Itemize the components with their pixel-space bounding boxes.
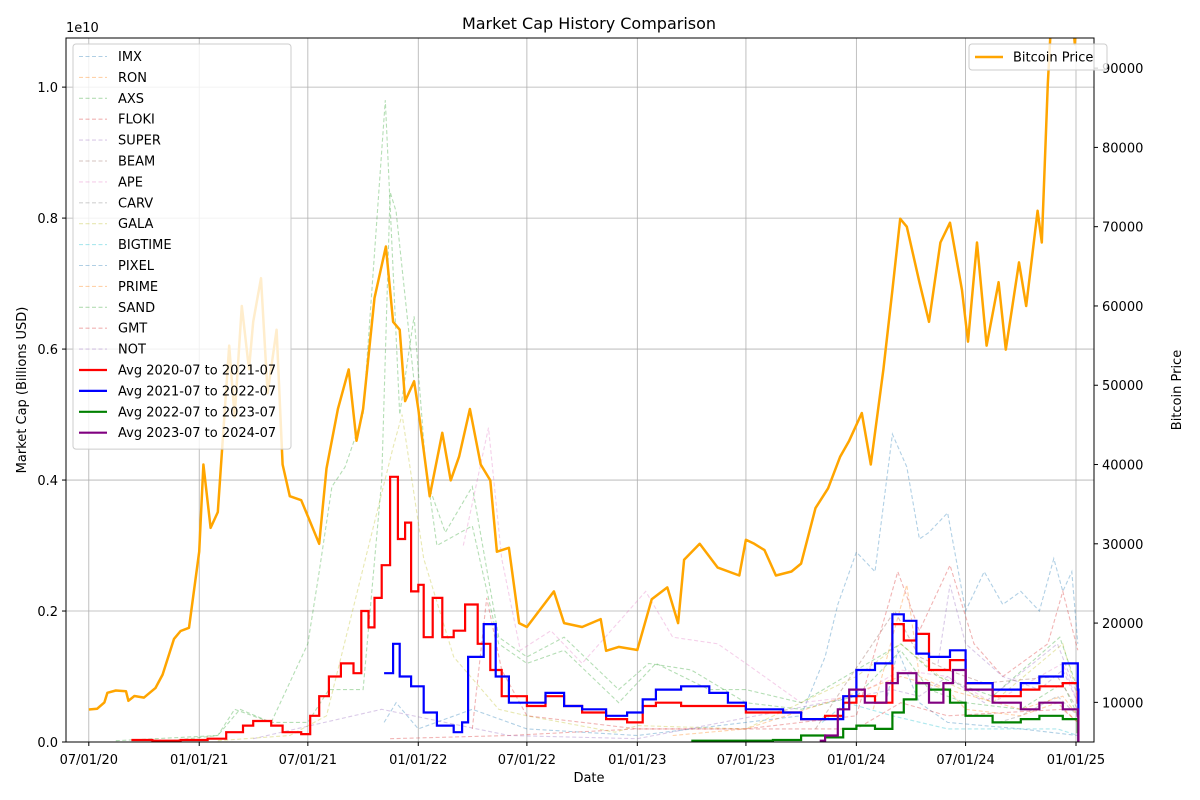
legend-item-axs: AXS <box>79 92 144 107</box>
series-line-bitcoin-price <box>88 38 1077 711</box>
legend-item-avg-2020-07-to-2021-07: Avg 2020-07 to 2021-07 <box>79 364 276 379</box>
legend-item-carv: CARV <box>79 196 153 211</box>
y2-tick-label: 70000 <box>1102 221 1143 236</box>
legend-label: PIXEL <box>118 259 155 274</box>
x-tick-label: 01/01/22 <box>389 753 447 768</box>
series-line-gala <box>217 414 1079 742</box>
legend-item-imx: IMX <box>79 50 142 65</box>
x-tick-label: 07/01/20 <box>60 753 118 768</box>
y-axis-label: Market Cap (Billions USD) <box>15 307 30 474</box>
x-tick-label: 01/01/25 <box>1047 753 1105 768</box>
legend-label: SAND <box>118 301 155 316</box>
legend-label: Bitcoin Price <box>1013 51 1093 66</box>
legend-label: Avg 2020-07 to 2021-07 <box>118 364 276 379</box>
legend-left-box <box>72 43 292 450</box>
series-line-not <box>937 584 1079 703</box>
y-tick-label: 1.0 <box>37 81 58 96</box>
y-tick-label: 0.4 <box>37 474 58 489</box>
y-tick-label: 0.2 <box>37 605 58 620</box>
x-tick-label: 01/01/24 <box>827 753 885 768</box>
series-line-gmt <box>471 597 1079 730</box>
legend-label: BIGTIME <box>118 238 172 253</box>
legend-label: RON <box>118 71 147 86</box>
series-line-ron <box>872 584 1079 723</box>
series-line-pixel <box>885 648 1078 737</box>
legend-item-floki: FLOKI <box>79 113 155 128</box>
legend-label: GALA <box>118 217 154 232</box>
series-line-avg-2023-07-to-2024-07 <box>819 668 1080 742</box>
legend-item-ron: RON <box>79 71 147 86</box>
series-line-bigtime <box>821 702 1078 737</box>
x-tick-label: 01/01/21 <box>170 753 228 768</box>
series-line-avg-2021-07-to-2022-07 <box>384 613 1080 742</box>
x-axis-label: Date <box>573 771 604 786</box>
chart-title: Market Cap History Comparison <box>462 14 716 33</box>
x-tick-label: 01/01/23 <box>608 753 666 768</box>
y2-tick-label: 80000 <box>1102 141 1143 156</box>
series-line-imx <box>383 432 1079 737</box>
legend-left: IMX RON AXS FLOKI SUPER BEAM APE CARV GALA BIGTIM… <box>72 43 292 450</box>
legend-item-prime: PRIME <box>79 280 158 295</box>
token-series-layer <box>115 100 1079 742</box>
legend-label: GMT <box>118 322 147 337</box>
legend-item-gala: GALA <box>79 217 154 232</box>
x-tick-label: 07/01/21 <box>279 753 337 768</box>
y-tick-label: 0.8 <box>37 212 58 227</box>
legend-item-not: NOT <box>79 343 146 358</box>
legend-label: SUPER <box>118 134 161 149</box>
legend-label: PRIME <box>118 280 158 295</box>
y2-axis-label: Bitcoin Price <box>1170 350 1185 430</box>
y-axis-offset-text: 1e10 <box>66 21 99 36</box>
y2-tick-label: 40000 <box>1102 459 1143 474</box>
legend-item-beam: BEAM <box>79 155 155 170</box>
y2-tick-label: 50000 <box>1102 379 1143 394</box>
legend-item-ape: APE <box>79 175 143 190</box>
avg-series-layer <box>131 475 1080 742</box>
x-tick-label: 07/01/24 <box>936 753 994 768</box>
axis-layer: 07/01/20 01/01/21 07/01/21 01/01/22 07/01/22… <box>37 62 1143 768</box>
legend-item-bitcoin-price: Bitcoin Price <box>975 51 1093 66</box>
legend-right: Bitcoin Price <box>968 43 1108 71</box>
plot-frame <box>65 37 1095 743</box>
y2-tick-label: 90000 <box>1102 62 1143 77</box>
legend-label: AXS <box>118 92 144 107</box>
series-line-avg-2020-07-to-2021-07 <box>131 475 1080 742</box>
y-tick-label: 0.0 <box>37 736 58 751</box>
series-line-ape <box>462 427 1079 704</box>
legend-label: BEAM <box>118 155 155 170</box>
legend-label: NOT <box>118 343 146 358</box>
legend-label: Avg 2021-07 to 2022-07 <box>118 384 276 399</box>
x-tick-label: 07/01/23 <box>717 753 775 768</box>
legend-item-gmt: GMT <box>79 322 147 337</box>
y2-tick-label: 30000 <box>1102 538 1143 553</box>
legend-item-pixel: PIXEL <box>79 259 155 274</box>
legend-item-avg-2022-07-to-2023-07: Avg 2022-07 to 2023-07 <box>79 405 276 420</box>
legend-label: APE <box>118 175 143 190</box>
legend-label: IMX <box>118 50 142 65</box>
legend-label: FLOKI <box>118 113 155 128</box>
series-line-floki <box>390 563 1079 740</box>
legend-item-sand: SAND <box>79 301 155 316</box>
y2-tick-label: 20000 <box>1102 617 1143 632</box>
legend-label: Avg 2023-07 to 2024-07 <box>118 426 276 441</box>
legend-label: CARV <box>118 196 153 211</box>
legend-item-avg-2021-07-to-2022-07: Avg 2021-07 to 2022-07 <box>79 384 276 399</box>
legend-item-super: SUPER <box>79 134 161 149</box>
legend-item-avg-2023-07-to-2024-07: Avg 2023-07 to 2024-07 <box>79 426 276 441</box>
legend-label: Avg 2022-07 to 2023-07 <box>118 405 276 420</box>
y-tick-label: 0.6 <box>37 343 58 358</box>
y2-tick-label: 60000 <box>1102 300 1143 315</box>
btc-series-layer <box>88 38 1077 711</box>
series-line-super <box>253 642 1079 740</box>
series-line-carv <box>998 695 1079 723</box>
series-line-sand <box>115 191 1079 742</box>
legend-item-bigtime: BIGTIME <box>79 238 172 253</box>
legend-right-box <box>968 43 1108 71</box>
y2-tick-label: 10000 <box>1102 696 1143 711</box>
x-tick-label: 07/01/22 <box>498 753 556 768</box>
